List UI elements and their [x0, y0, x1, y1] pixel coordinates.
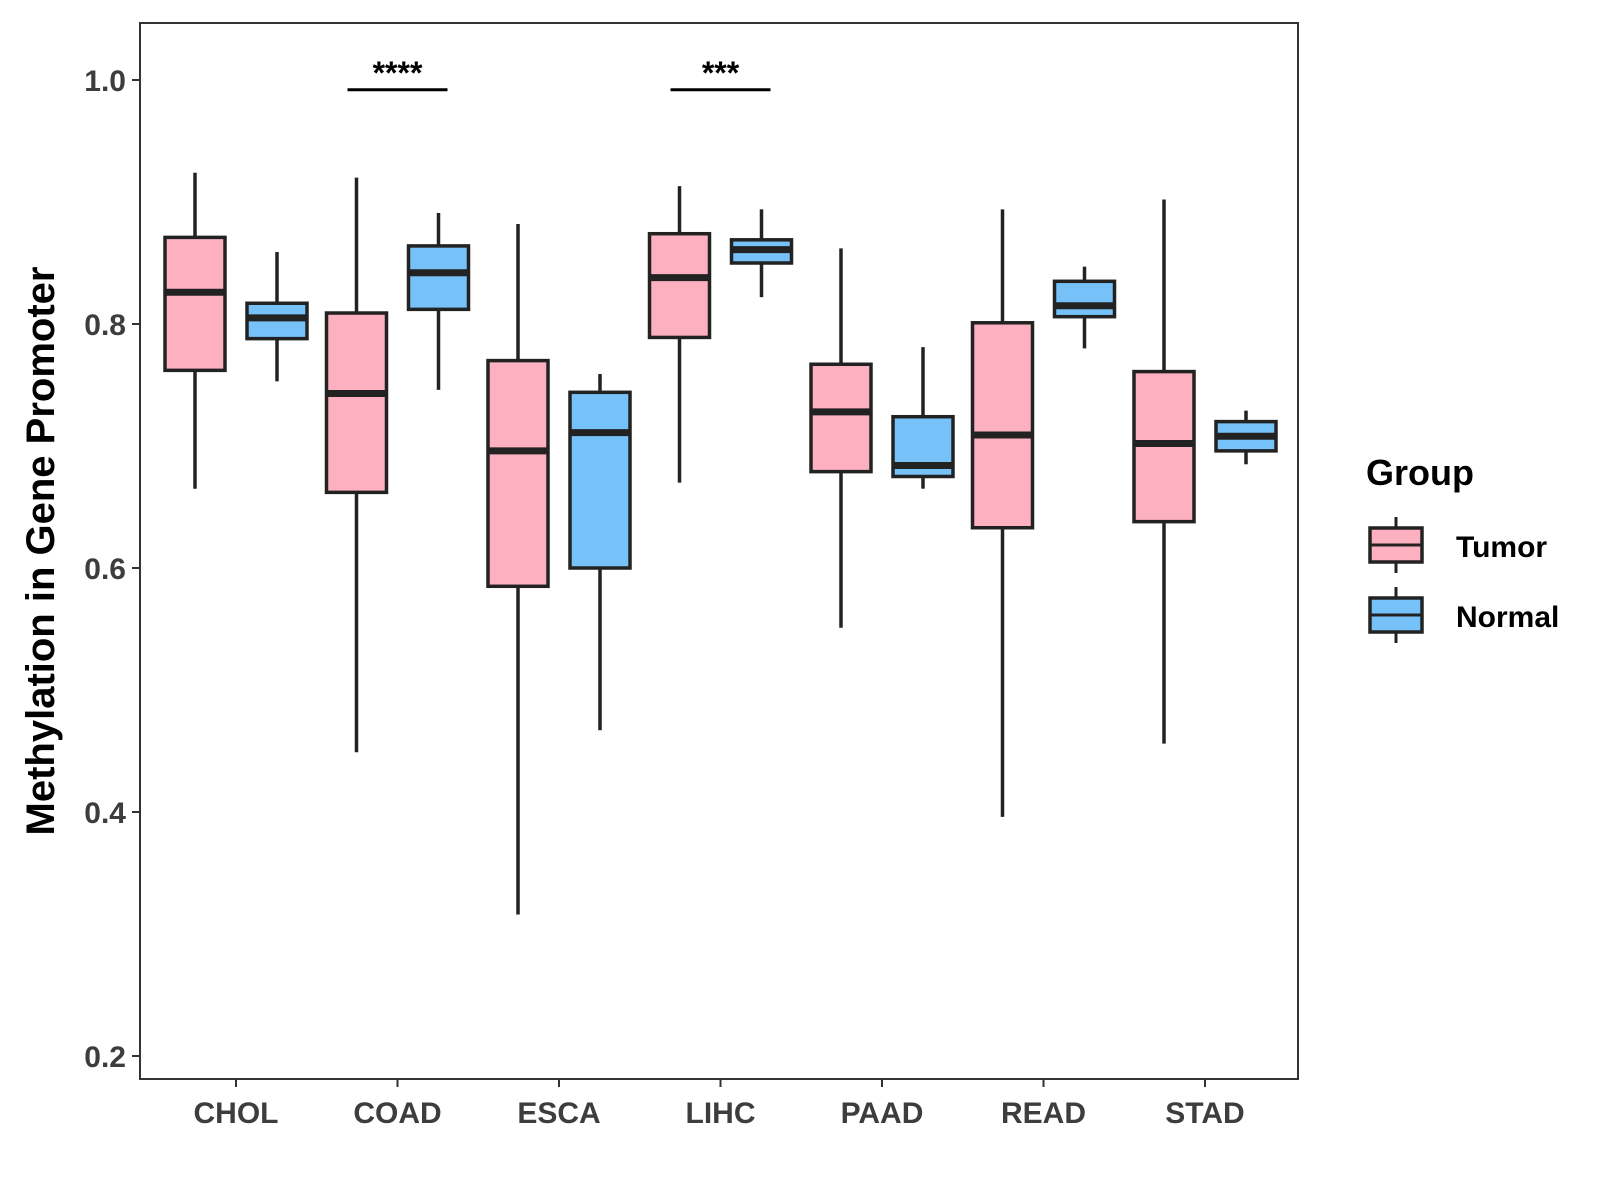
- y-tick-label-3: 0.8: [84, 309, 126, 342]
- box-body-normal-coad: [406, 244, 471, 312]
- box-body-tumor-lihc: [647, 231, 712, 340]
- panel-border: [139, 22, 1299, 1080]
- box-body-tumor-read: [970, 321, 1035, 530]
- legend-label-tumor: Tumor: [1456, 531, 1547, 564]
- x-tick-label-paad: PAAD: [841, 1097, 924, 1130]
- y-axis-title: Methylation in Gene Promoter: [19, 267, 63, 836]
- box-tumor-esca: [486, 223, 550, 915]
- box-normal-paad: [891, 347, 955, 489]
- sig-label-coad: ****: [373, 55, 423, 91]
- box-tumor-chol: [163, 172, 227, 489]
- x-tick-label-coad: COAD: [353, 1097, 441, 1130]
- box-tumor-lihc: [647, 186, 712, 483]
- legend-key-tumor: [1368, 517, 1424, 573]
- box-body-normal-read: [1052, 279, 1117, 319]
- legend-key-normal: [1368, 587, 1424, 643]
- legend-title: Group: [1366, 452, 1474, 493]
- legend: Group Tumor Normal: [1366, 452, 1559, 643]
- x-tick-label-stad: STAD: [1165, 1097, 1244, 1130]
- box-body-tumor-chol: [163, 235, 227, 373]
- y-tick-label-2: 0.6: [84, 553, 126, 586]
- significance-annotations: **** ***: [347, 55, 771, 92]
- box-tumor-read: [970, 209, 1035, 817]
- boxes-layer: [163, 172, 1278, 915]
- box-body-tumor-esca: [486, 358, 550, 589]
- x-axis: CHOL COAD ESCA LIHC PAAD READ STAD: [194, 1079, 1245, 1130]
- y-tick-label-0: 0.2: [84, 1041, 126, 1074]
- legend-keys: [1368, 517, 1424, 643]
- box-body-tumor-coad: [324, 311, 389, 495]
- box-tumor-paad: [809, 248, 873, 628]
- box-tumor-stad: [1132, 199, 1196, 744]
- box-body-tumor-paad: [809, 362, 873, 474]
- x-tick-label-esca: ESCA: [517, 1097, 600, 1130]
- box-normal-coad: [406, 212, 471, 390]
- sig-label-lihc: ***: [702, 55, 740, 91]
- x-tick-label-lihc: LIHC: [686, 1097, 756, 1130]
- y-tick-label-4: 1.0: [84, 65, 126, 98]
- legend-label-normal: Normal: [1456, 601, 1559, 634]
- box-normal-stad: [1214, 410, 1278, 465]
- x-tick-label-read: READ: [1001, 1097, 1086, 1130]
- box-body-normal-esca: [568, 390, 632, 570]
- box-normal-lihc: [729, 209, 794, 298]
- y-axis: 0.2 0.4 0.6 0.8 1.0: [84, 65, 140, 1074]
- box-normal-chol: [245, 252, 309, 382]
- y-tick-label-1: 0.4: [84, 797, 126, 830]
- x-tick-label-chol: CHOL: [194, 1097, 279, 1130]
- box-tumor-coad: [324, 177, 389, 753]
- box-normal-read: [1052, 266, 1117, 349]
- box-normal-esca: [568, 374, 632, 731]
